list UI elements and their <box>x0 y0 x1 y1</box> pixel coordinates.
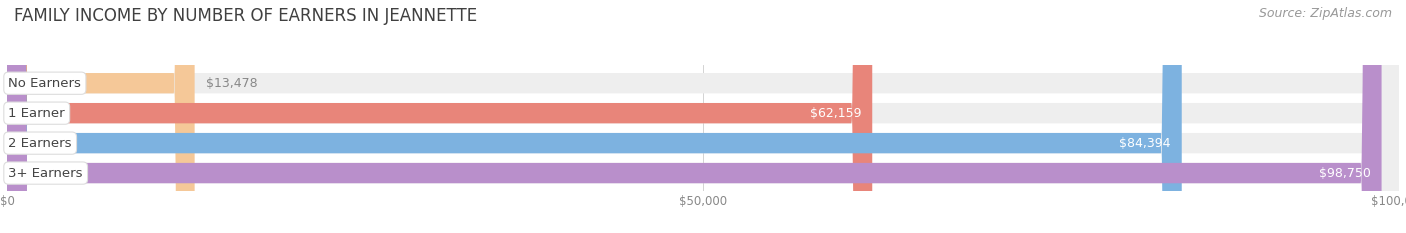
Text: FAMILY INCOME BY NUMBER OF EARNERS IN JEANNETTE: FAMILY INCOME BY NUMBER OF EARNERS IN JE… <box>14 7 477 25</box>
FancyBboxPatch shape <box>7 0 1399 233</box>
FancyBboxPatch shape <box>7 0 194 233</box>
Text: 1 Earner: 1 Earner <box>8 107 65 120</box>
Text: No Earners: No Earners <box>8 77 82 90</box>
Text: 2 Earners: 2 Earners <box>8 137 72 150</box>
Text: $62,159: $62,159 <box>810 107 860 120</box>
Text: $98,750: $98,750 <box>1319 167 1371 180</box>
Text: 3+ Earners: 3+ Earners <box>8 167 83 180</box>
Text: Source: ZipAtlas.com: Source: ZipAtlas.com <box>1258 7 1392 20</box>
FancyBboxPatch shape <box>7 0 1182 233</box>
FancyBboxPatch shape <box>7 0 1399 233</box>
Text: $84,394: $84,394 <box>1119 137 1171 150</box>
FancyBboxPatch shape <box>7 0 1399 233</box>
FancyBboxPatch shape <box>7 0 872 233</box>
Text: $13,478: $13,478 <box>205 77 257 90</box>
FancyBboxPatch shape <box>7 0 1382 233</box>
FancyBboxPatch shape <box>7 0 1399 233</box>
